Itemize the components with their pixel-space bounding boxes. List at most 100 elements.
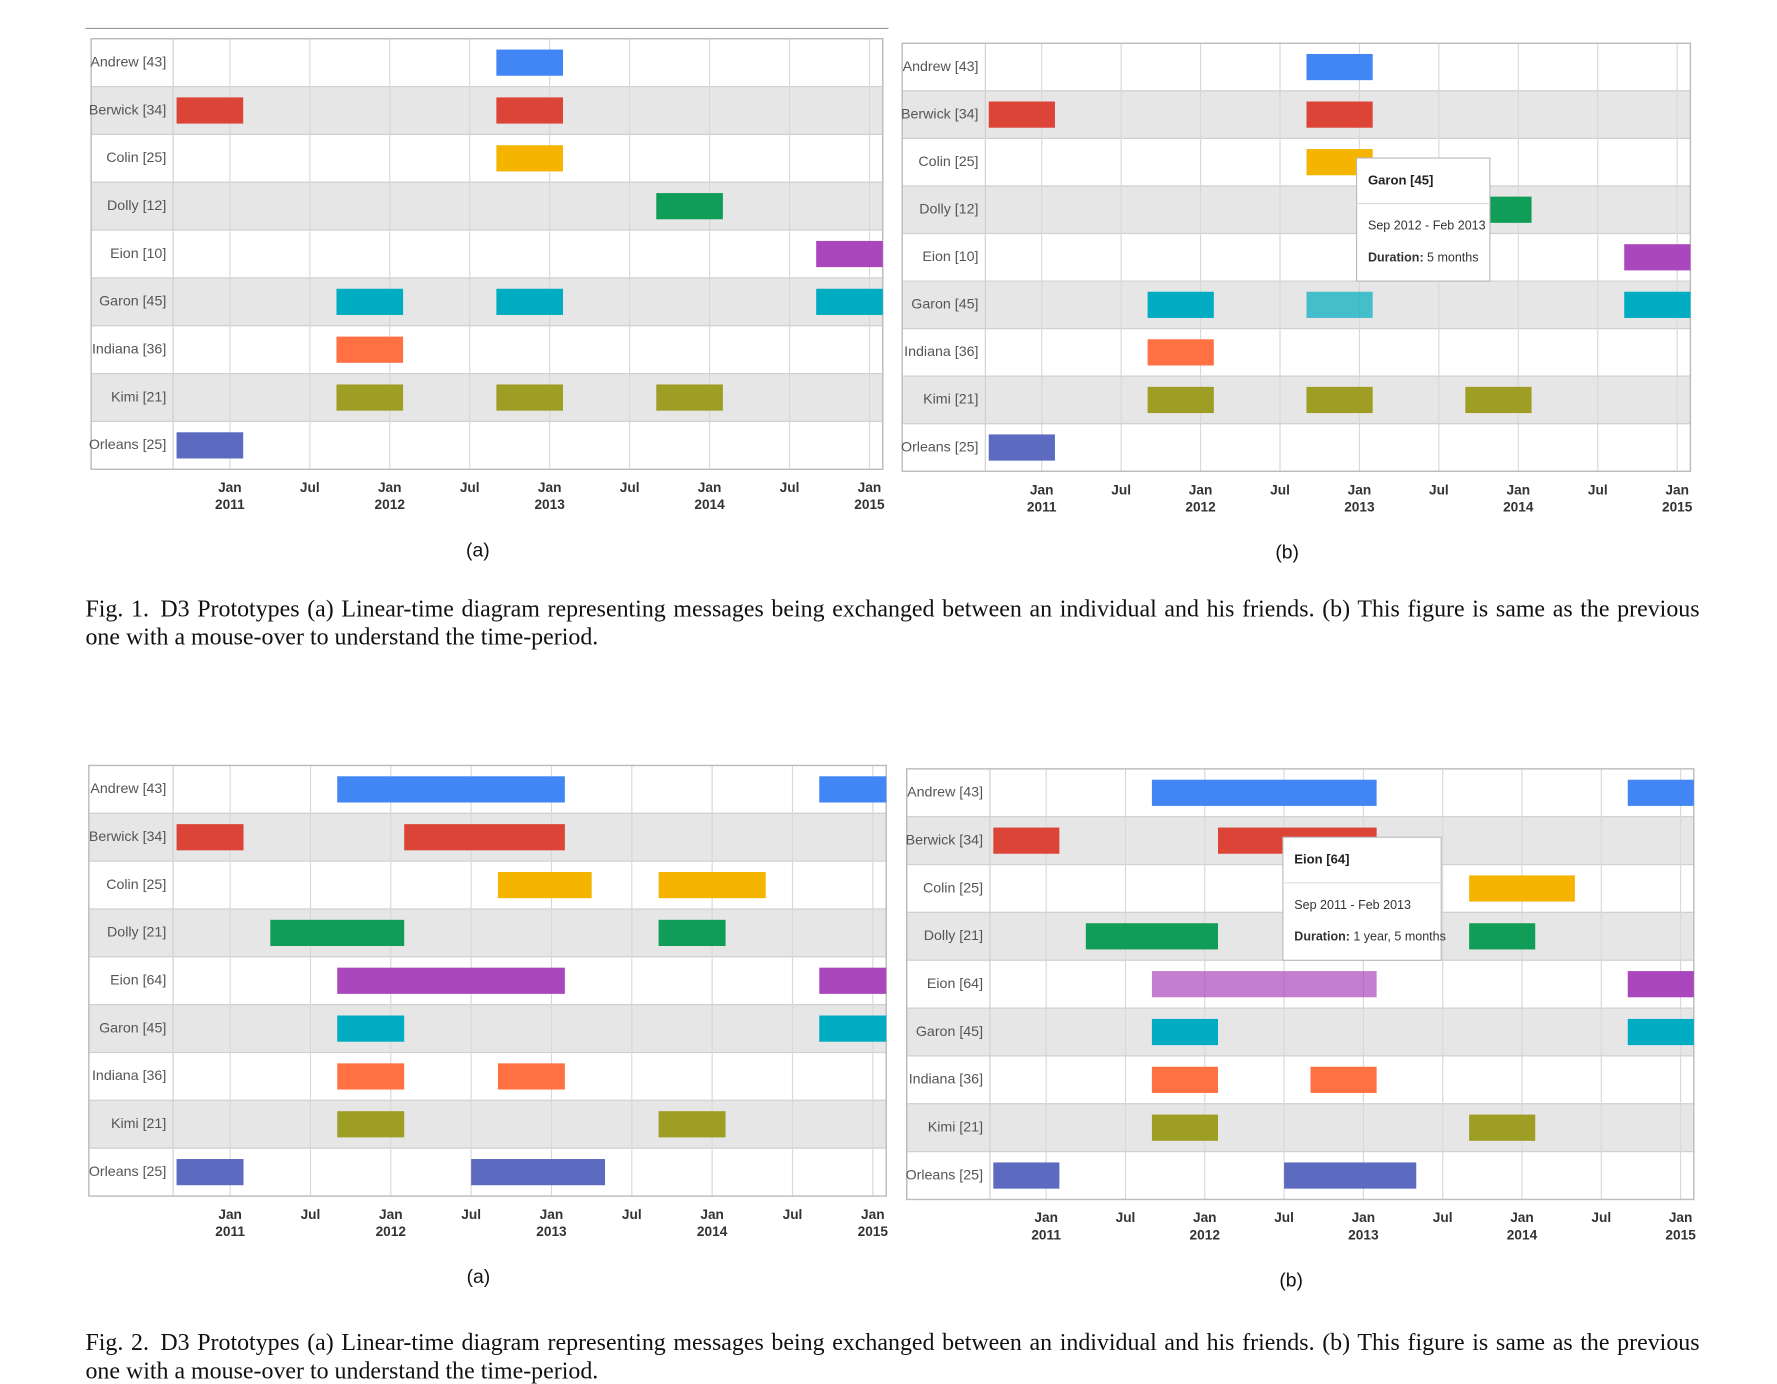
row-label: Orleans [25]	[906, 1167, 983, 1183]
bar	[496, 145, 563, 172]
bar	[337, 1111, 405, 1138]
row-label: Colin [25]	[918, 154, 978, 170]
x-tick: Jul	[1115, 1209, 1136, 1226]
bar	[176, 97, 244, 124]
row-label: Kimi [21]	[111, 1116, 166, 1132]
x-tick: Jan 2015	[1661, 481, 1693, 515]
tooltip-range: Sep 2011 - Feb 2013	[1294, 898, 1411, 912]
bar	[993, 827, 1060, 854]
row-band	[906, 1007, 1695, 1057]
x-tick: Jan 2014	[1503, 482, 1533, 515]
row-label: Indiana [36]	[909, 1072, 983, 1088]
row-label: Andrew [43]	[907, 785, 983, 801]
row-label: Indiana [36]	[904, 344, 978, 360]
row-label: Orleans [25]	[89, 437, 166, 453]
tooltip-duration-value: 5 months	[1427, 251, 1478, 265]
timeline-chart: Jan 2011 Jul Jan 2012 Jul Jan 2013 Jul Jan 201…	[88, 764, 889, 1288]
bar	[1306, 291, 1373, 318]
figure-caption: Fig. 1. D3 Prototypes (a) Linear-time dia…	[85, 595, 1699, 651]
row-label: Garon [45]	[99, 1020, 166, 1036]
x-tick-label: Jul	[1591, 1209, 1612, 1226]
x-tick: Jan 2014	[1506, 1209, 1538, 1243]
caption-text-block: Fig. 2. D3 Prototypes (a) Linear-time dia…	[85, 1328, 1699, 1384]
bar	[497, 871, 592, 899]
x-tick: Jan 2012	[1185, 482, 1215, 515]
row-label: Kimi [21]	[111, 389, 166, 405]
bar	[1624, 291, 1691, 318]
timeline-chart: Jan 2011 Jul Jan 2012 Jul Jan 2013 Jul Jan 201…	[906, 768, 1696, 1292]
x-tick-label: Jul	[300, 1206, 321, 1223]
x-tick: Jul	[780, 480, 800, 496]
bar	[336, 288, 404, 315]
row-label: Eion [64]	[110, 973, 166, 989]
x-tick-label: Jan 2014	[694, 479, 725, 513]
row-label: Orleans [25]	[901, 439, 978, 455]
bar	[656, 193, 723, 220]
x-tick: Jan 2015	[857, 1206, 889, 1240]
x-tick-label: Jan 2014	[696, 1206, 728, 1240]
x-tick-label: Jan 2011	[215, 1206, 245, 1240]
tooltip-title: Eion [64]	[1294, 851, 1349, 866]
bar	[1085, 923, 1218, 950]
x-tick: Jan 2014	[694, 479, 725, 513]
bar	[1151, 1114, 1218, 1141]
bar	[993, 1162, 1060, 1189]
x-tick: Jan 2013	[1344, 482, 1374, 515]
x-tick-label: Jan 2011	[215, 479, 245, 513]
x-tick-label: Jan 2015	[857, 1206, 889, 1240]
x-tick-label: Jan 2011	[1031, 1209, 1062, 1243]
x-tick-label: Jul	[1587, 481, 1608, 498]
x-tick: Jan 2011	[215, 479, 245, 513]
x-tick: Jan 2013	[534, 480, 564, 513]
bar	[1306, 53, 1373, 81]
row-label: Berwick [34]	[89, 102, 166, 118]
x-tick: Jan 2013	[1348, 1210, 1378, 1243]
row-band	[906, 1103, 1695, 1153]
caption-label: Fig. 2.	[85, 1328, 149, 1356]
x-tick-label: Jul	[1432, 1209, 1453, 1226]
x-tick-label: Jan 2015	[854, 479, 885, 513]
bar	[1147, 291, 1214, 318]
x-tick-label: Jul	[1115, 1209, 1136, 1226]
row-label: Kimi [21]	[923, 392, 978, 408]
subcaption: (b)	[1275, 541, 1299, 563]
x-tick: Jan 2012	[375, 480, 405, 513]
tooltip-box	[1356, 157, 1491, 282]
x-tick-label: Jan 2015	[1661, 481, 1693, 515]
x-tick-label: Jan 2012	[1189, 1209, 1220, 1243]
x-tick-label: Jan 2014	[1506, 1209, 1538, 1243]
bar	[819, 967, 887, 994]
row-band	[88, 1051, 887, 1101]
bar	[658, 1111, 726, 1138]
row-band	[901, 42, 1691, 92]
row-label: Garon [45]	[916, 1024, 983, 1040]
row-label: Orleans [25]	[89, 1164, 166, 1180]
bar	[988, 101, 1055, 128]
row-label: Berwick [34]	[89, 829, 166, 845]
row-band	[90, 373, 884, 423]
tooltip-duration-value: 1 year, 5 months	[1353, 930, 1446, 944]
bar	[1306, 386, 1373, 414]
x-tick: Jul	[1111, 482, 1131, 498]
x-tick: Jul	[1587, 481, 1608, 498]
bar	[496, 97, 563, 124]
row-label: Andrew [43]	[90, 54, 166, 70]
row-label: Berwick [34]	[906, 832, 983, 848]
tooltip: Eion [64] Sep 2011 - Feb 2013 Duration: 1 y…	[1282, 836, 1446, 961]
row-band	[90, 133, 884, 183]
row-band	[901, 185, 1691, 235]
tooltip-duration: Duration: 1 year, 5 months	[1294, 930, 1446, 944]
bar	[1469, 923, 1536, 950]
x-tick-label: Jul	[621, 1206, 642, 1223]
row-band	[901, 232, 1691, 282]
x-tick-label: Jul	[1270, 481, 1290, 498]
bar	[656, 384, 723, 411]
bar	[337, 776, 565, 803]
bar	[1627, 779, 1694, 806]
figure-caption: Fig. 2. D3 Prototypes (a) Linear-time dia…	[85, 1328, 1699, 1384]
bar	[176, 824, 244, 851]
caption-text: D3 Prototypes (a) Linear-time diagram re…	[85, 1328, 1700, 1384]
x-tick: Jul	[621, 1206, 642, 1223]
x-tick: Jul	[783, 1206, 803, 1222]
x-tick: Jul	[1432, 1209, 1453, 1226]
